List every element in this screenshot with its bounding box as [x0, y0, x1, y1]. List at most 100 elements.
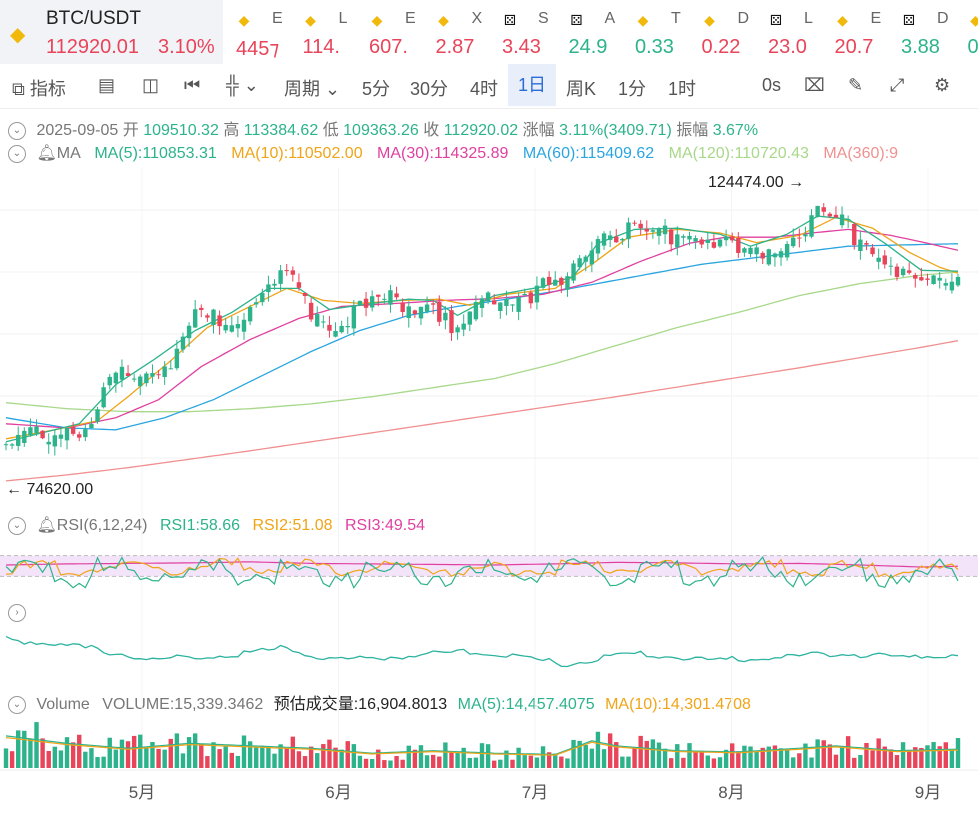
- volume-ma5-line: [5, 735, 959, 756]
- interval-30m[interactable]: 30分: [410, 79, 449, 99]
- expand-pane-toggle[interactable]: ›: [8, 604, 26, 622]
- amplitude-value: 3.67%: [712, 122, 759, 139]
- volume-bar: [705, 755, 710, 768]
- high-price-marker: 124474.00 →: [708, 174, 804, 191]
- ticker-tile[interactable]: ◆ E 20.7: [827, 0, 889, 64]
- volume-bar: [473, 757, 479, 768]
- collapse-icon[interactable]: ⌄: [8, 516, 26, 535]
- indicators-button[interactable]: ⧉ 指标: [12, 79, 66, 99]
- candle-body: [870, 247, 875, 255]
- ticker-symbol: S: [538, 10, 549, 27]
- volume-bar: [266, 747, 271, 768]
- ticker-tile[interactable]: ◆ 0: [960, 0, 978, 64]
- volume-bar: [656, 742, 662, 768]
- ticker-tile[interactable]: ⚄ A 24.9: [561, 0, 623, 64]
- candle-body: [260, 293, 265, 303]
- volume-bar: [174, 733, 180, 768]
- ticker-tile[interactable]: ◆ L 114.: [295, 0, 357, 64]
- volume-legend: ⌄ Volume VOLUME:15,339.3462 预估成交量:16,904…: [8, 690, 751, 714]
- ticker-symbol: L: [338, 10, 348, 27]
- candle-body: [131, 378, 137, 380]
- candle-body: [180, 336, 186, 350]
- volume-bar: [778, 748, 784, 768]
- interval-4h[interactable]: 4时: [470, 79, 499, 99]
- ticker-tile[interactable]: ⚄ D 3.88: [893, 0, 955, 64]
- ticker-tile[interactable]: ⚄ L 23.0: [760, 0, 822, 64]
- expand-icon[interactable]: ⤢: [890, 75, 905, 95]
- ticker-symbol: D: [937, 10, 949, 27]
- candle-body: [247, 306, 253, 322]
- camera-icon[interactable]: ⌧: [804, 75, 825, 95]
- volume-bar: [95, 757, 100, 768]
- ma60-label: MA(60):115409.62: [522, 145, 655, 162]
- ticker-tile[interactable]: ⚄ S 3.43: [494, 0, 556, 64]
- candle-body: [510, 304, 515, 306]
- interval-1h[interactable]: 1时: [668, 79, 697, 99]
- candle-body: [601, 233, 607, 246]
- volume-bar: [327, 739, 332, 768]
- candle-body: [217, 315, 222, 327]
- candle-body: [791, 237, 796, 247]
- ticker-tile[interactable]: ◆ E 445⁊: [228, 0, 290, 64]
- candle-body: [95, 409, 100, 422]
- interval-1d[interactable]: 1日: [508, 64, 557, 106]
- volume-bar: [864, 742, 869, 768]
- ticker-tile[interactable]: ◆ T 0.33: [627, 0, 689, 64]
- bell-icon[interactable]: 🔔︎: [36, 517, 57, 534]
- collapse-icon[interactable]: ⌄: [8, 121, 26, 140]
- volume-bar: [913, 747, 918, 768]
- close-value: 112920.02: [443, 122, 519, 139]
- ticker-symbol: E: [405, 10, 416, 27]
- chart-type-button[interactable]: ╬ ⌄: [226, 75, 259, 96]
- ticker-price: 0.33: [635, 36, 674, 58]
- replay-icon[interactable]: ⏮: [184, 75, 201, 95]
- candle-body: [754, 247, 759, 255]
- candle-body: [900, 268, 906, 276]
- volume-bar: [534, 757, 540, 768]
- interval-1min[interactable]: 1分: [618, 79, 647, 99]
- bell-icon[interactable]: 🔔︎: [36, 145, 57, 162]
- candle-body: [211, 309, 216, 326]
- candle-body: [424, 304, 430, 312]
- ticker-main-tile[interactable]: ◆ BTC/USDT 112920.01 3.10%: [0, 0, 223, 64]
- pencil-icon[interactable]: ✎: [848, 75, 864, 95]
- volume-bar: [821, 740, 826, 768]
- interval-1w[interactable]: 周K: [566, 79, 597, 99]
- candle-body: [589, 250, 595, 265]
- candle-body: [668, 229, 674, 245]
- ticker-tile[interactable]: ◆ E 607.: [361, 0, 423, 64]
- ticker-tile[interactable]: ◆ X 2.87: [428, 0, 490, 64]
- collapse-icon[interactable]: ⌄: [8, 695, 26, 714]
- candle-body: [455, 327, 460, 333]
- interval-5m[interactable]: 5分: [362, 79, 391, 99]
- volume-bar: [803, 743, 808, 768]
- volume-bar: [58, 750, 64, 768]
- candle-body: [699, 239, 704, 245]
- volume-bar: [852, 757, 857, 768]
- candle-body: [64, 428, 70, 441]
- volume-bar: [247, 741, 253, 768]
- volume-bar: [3, 748, 9, 768]
- collapse-icon[interactable]: ⌄: [8, 144, 26, 163]
- volume-value: VOLUME:15,339.3462: [102, 696, 264, 713]
- candle-body: [864, 243, 869, 245]
- calendar-icon[interactable]: ▤: [98, 75, 116, 95]
- ticker-main-price: 112920.01: [46, 36, 140, 58]
- candle-body: [144, 373, 149, 384]
- ticker-tile[interactable]: ◆ D 0.22: [694, 0, 756, 64]
- volume-bar: [620, 756, 625, 768]
- candle-body: [827, 213, 833, 217]
- volume-bar: [845, 736, 851, 768]
- candle-body: [626, 222, 631, 240]
- volume-bar: [730, 743, 735, 768]
- candle-body: [815, 205, 820, 217]
- layout-icon[interactable]: ◫: [142, 75, 160, 95]
- volume-bar: [687, 743, 692, 768]
- volume-bar: [437, 756, 442, 768]
- settings-icon[interactable]: ⚙: [934, 75, 951, 95]
- period-button[interactable]: 周期 ⌄: [284, 79, 341, 99]
- candle-body: [546, 276, 552, 285]
- ticker-price: 114.: [302, 36, 340, 58]
- volume-bar: [284, 748, 289, 768]
